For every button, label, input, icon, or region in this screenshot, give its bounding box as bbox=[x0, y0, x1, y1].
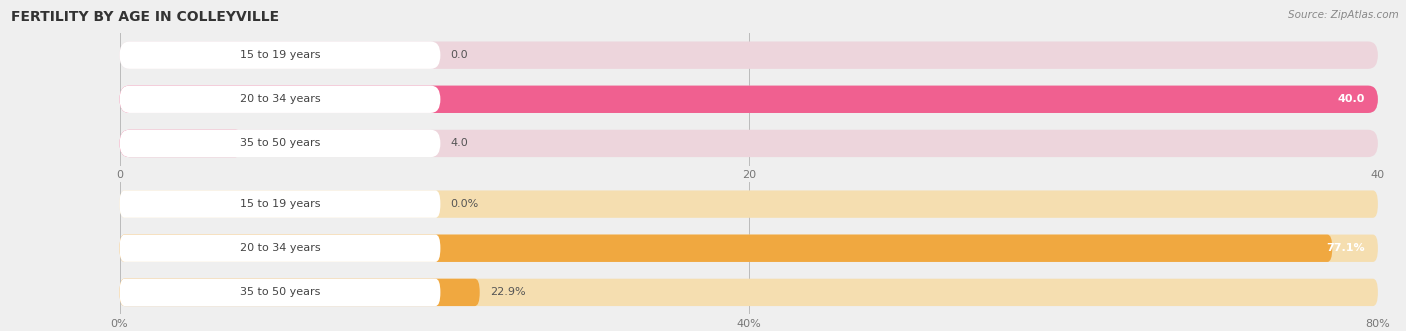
FancyBboxPatch shape bbox=[120, 279, 1378, 306]
Text: 20 to 34 years: 20 to 34 years bbox=[239, 94, 321, 104]
Text: 22.9%: 22.9% bbox=[489, 287, 526, 297]
Text: 20 to 34 years: 20 to 34 years bbox=[239, 243, 321, 253]
Text: 15 to 19 years: 15 to 19 years bbox=[239, 50, 321, 60]
Text: Source: ZipAtlas.com: Source: ZipAtlas.com bbox=[1288, 10, 1399, 20]
FancyBboxPatch shape bbox=[120, 190, 440, 218]
FancyBboxPatch shape bbox=[120, 41, 1378, 69]
FancyBboxPatch shape bbox=[120, 279, 479, 306]
FancyBboxPatch shape bbox=[120, 130, 1378, 157]
FancyBboxPatch shape bbox=[120, 130, 245, 157]
FancyBboxPatch shape bbox=[120, 279, 440, 306]
Text: 40.0: 40.0 bbox=[1339, 94, 1365, 104]
Text: 15 to 19 years: 15 to 19 years bbox=[239, 199, 321, 209]
Text: 77.1%: 77.1% bbox=[1327, 243, 1365, 253]
Text: 0.0%: 0.0% bbox=[450, 199, 478, 209]
Text: FERTILITY BY AGE IN COLLEYVILLE: FERTILITY BY AGE IN COLLEYVILLE bbox=[11, 10, 280, 24]
FancyBboxPatch shape bbox=[120, 235, 1378, 262]
FancyBboxPatch shape bbox=[120, 41, 440, 69]
FancyBboxPatch shape bbox=[120, 86, 440, 113]
FancyBboxPatch shape bbox=[120, 86, 1378, 113]
Text: 35 to 50 years: 35 to 50 years bbox=[240, 138, 321, 148]
FancyBboxPatch shape bbox=[120, 235, 440, 262]
FancyBboxPatch shape bbox=[120, 190, 1378, 218]
Text: 35 to 50 years: 35 to 50 years bbox=[240, 287, 321, 297]
Text: 0.0: 0.0 bbox=[450, 50, 468, 60]
Text: 4.0: 4.0 bbox=[450, 138, 468, 148]
FancyBboxPatch shape bbox=[120, 130, 440, 157]
FancyBboxPatch shape bbox=[120, 86, 1378, 113]
FancyBboxPatch shape bbox=[120, 235, 1333, 262]
